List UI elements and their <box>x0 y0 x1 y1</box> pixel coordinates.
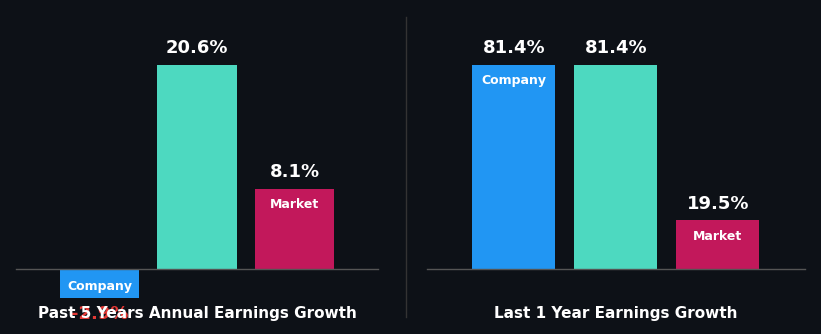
Text: Industry: Industry <box>586 74 645 87</box>
Text: Past 5 Years Annual Earnings Growth: Past 5 Years Annual Earnings Growth <box>38 306 356 321</box>
Text: 81.4%: 81.4% <box>483 39 545 57</box>
Text: Company: Company <box>481 74 546 87</box>
Text: Market: Market <box>693 230 742 243</box>
Text: Company: Company <box>67 280 132 293</box>
Text: 8.1%: 8.1% <box>269 163 319 181</box>
Text: 20.6%: 20.6% <box>166 39 228 57</box>
Text: 81.4%: 81.4% <box>585 39 647 57</box>
Text: Market: Market <box>270 198 319 211</box>
Text: 19.5%: 19.5% <box>686 195 749 213</box>
Text: Industry: Industry <box>167 74 227 87</box>
Text: Last 1 Year Earnings Growth: Last 1 Year Earnings Growth <box>494 306 737 321</box>
Text: -2.9%: -2.9% <box>71 305 128 323</box>
